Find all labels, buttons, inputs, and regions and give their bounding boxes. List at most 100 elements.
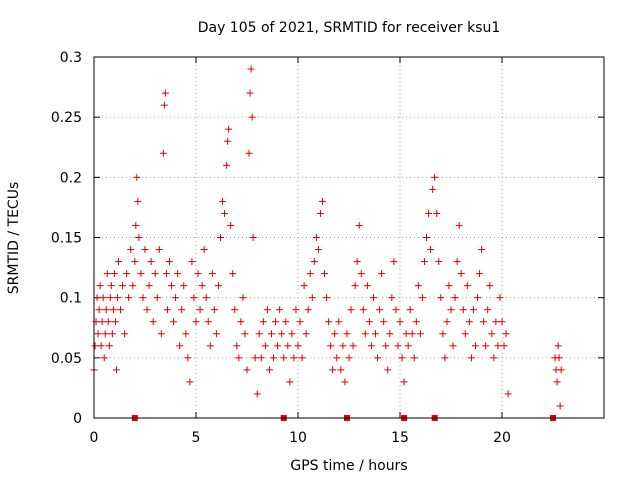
data-point <box>427 246 435 254</box>
data-point <box>384 366 392 374</box>
data-point <box>219 197 227 205</box>
data-point <box>467 354 475 362</box>
data-point <box>105 342 113 350</box>
data-point <box>372 330 380 338</box>
x-tick-label: 15 <box>391 430 409 446</box>
data-point <box>280 354 288 362</box>
data-point <box>243 366 251 374</box>
data-point <box>380 318 388 326</box>
data-point <box>131 258 139 266</box>
data-point <box>554 342 562 350</box>
data-point <box>97 342 105 350</box>
data-point <box>308 294 316 302</box>
data-point <box>91 342 99 350</box>
data-point <box>129 282 137 290</box>
data-point <box>449 342 457 350</box>
data-point <box>300 282 308 290</box>
data-point <box>433 209 441 217</box>
data-point <box>121 330 129 338</box>
data-point <box>461 330 469 338</box>
data-point <box>282 318 290 326</box>
data-point <box>306 270 314 278</box>
data-point <box>143 306 151 314</box>
data-point <box>125 294 133 302</box>
data-point <box>318 197 326 205</box>
data-point <box>453 258 461 266</box>
data-point <box>482 342 490 350</box>
data-point <box>445 282 453 290</box>
y-tick-label: 0.25 <box>51 110 82 126</box>
data-point <box>463 282 471 290</box>
y-tick-label: 0.05 <box>51 351 82 367</box>
data-point <box>423 234 431 241</box>
data-point <box>109 306 117 314</box>
data-point <box>392 306 400 314</box>
data-point <box>160 101 168 109</box>
data-point <box>113 294 121 302</box>
data-point <box>261 342 269 350</box>
data-point <box>168 282 176 290</box>
data-point <box>490 354 498 362</box>
data-point <box>194 270 202 278</box>
data-point <box>410 354 418 362</box>
data-point <box>241 330 249 338</box>
data-point <box>111 318 119 326</box>
data-point <box>341 378 349 386</box>
data-point <box>398 354 406 362</box>
y-tick-label: 0.2 <box>60 170 82 186</box>
data-point <box>425 209 433 217</box>
data-point <box>557 366 565 374</box>
y-tick-label: 0.15 <box>51 231 82 247</box>
data-point <box>284 342 292 350</box>
data-point <box>351 282 359 290</box>
data-point <box>367 342 375 350</box>
data-point <box>316 209 324 217</box>
data-point <box>500 342 508 350</box>
data-point <box>221 209 229 217</box>
data-point <box>159 149 167 157</box>
data-point <box>331 330 339 338</box>
data-point <box>235 354 243 362</box>
data-point <box>357 270 365 278</box>
data-point <box>404 342 412 350</box>
data-point <box>174 270 182 278</box>
data-point <box>139 294 147 302</box>
data-point <box>186 378 194 386</box>
data-point <box>255 330 263 338</box>
data-point <box>102 306 110 314</box>
data-point <box>93 294 101 302</box>
data-point <box>286 378 294 386</box>
data-point <box>176 342 184 350</box>
data-point <box>294 342 302 350</box>
data-point <box>376 306 384 314</box>
data-point <box>420 258 428 266</box>
data-point <box>296 318 304 326</box>
data-point <box>412 318 420 326</box>
data-point <box>327 342 335 350</box>
data-point <box>110 270 118 278</box>
data-point <box>223 161 231 169</box>
data-point <box>502 330 510 338</box>
data-point <box>233 342 241 350</box>
data-point <box>402 330 410 338</box>
data-point <box>457 270 465 278</box>
data-point <box>151 270 159 278</box>
plot-frame <box>93 56 605 419</box>
data-point <box>132 221 140 229</box>
data-point <box>290 354 298 362</box>
data-point <box>416 330 424 338</box>
data-point <box>333 354 341 362</box>
data-point <box>134 197 142 205</box>
chart-title: Day 105 of 2021, SRMTID for receiver ksu… <box>198 20 501 36</box>
data-point <box>216 234 224 241</box>
data-point <box>149 318 157 326</box>
data-point <box>224 137 232 145</box>
data-point <box>200 246 208 254</box>
data-point <box>494 342 502 350</box>
data-point <box>274 342 282 350</box>
data-point <box>94 330 102 338</box>
data-point <box>498 318 506 326</box>
data-point <box>155 246 163 254</box>
data-point <box>553 378 561 386</box>
data-point <box>157 330 165 338</box>
